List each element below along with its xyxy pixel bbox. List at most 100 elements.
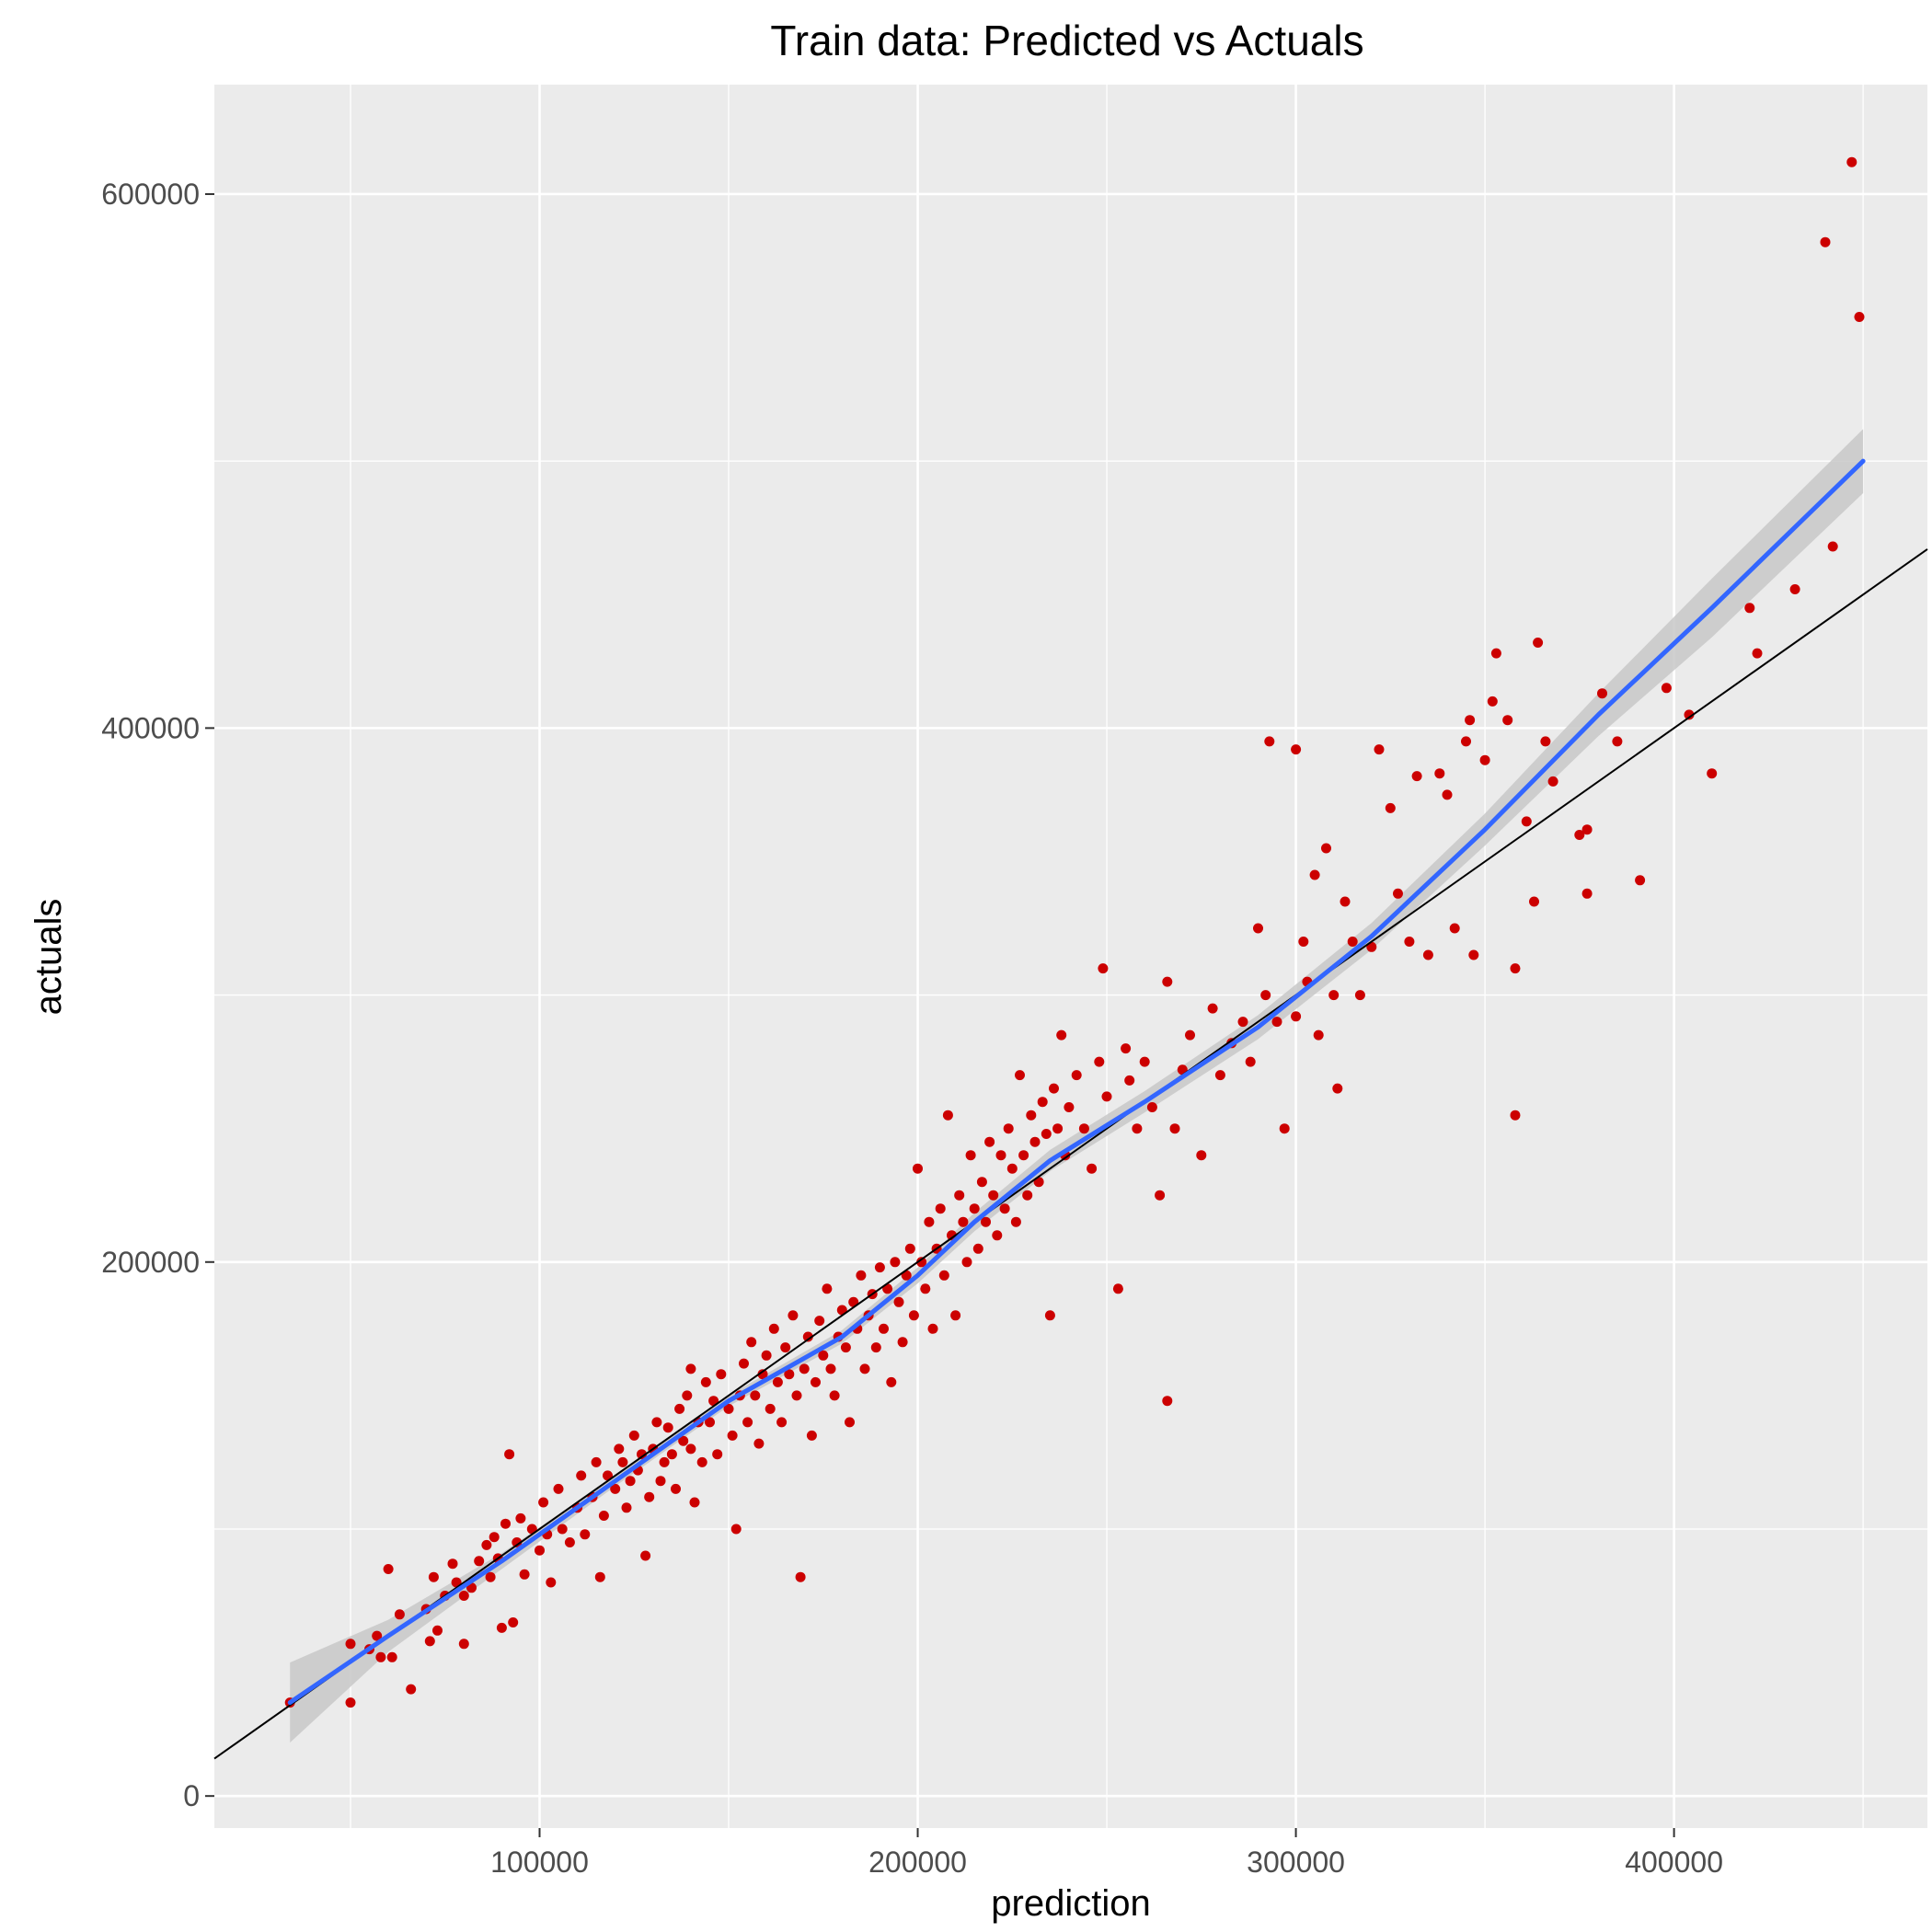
data-point [1169, 1123, 1180, 1134]
data-point [546, 1577, 557, 1588]
data-point [1056, 1029, 1067, 1041]
data-point [712, 1449, 723, 1460]
data-point [1309, 869, 1320, 880]
data-point [685, 1443, 696, 1455]
data-point [916, 1257, 927, 1268]
data-point [666, 1449, 677, 1460]
data-point [1214, 1070, 1225, 1081]
data-point [671, 1483, 681, 1494]
data-point [969, 1203, 980, 1214]
data-point [372, 1630, 383, 1641]
data-point [1132, 1123, 1143, 1134]
data-point [1752, 648, 1763, 659]
data-point [1533, 638, 1544, 648]
data-point [1112, 1283, 1123, 1294]
data-point [1581, 888, 1593, 899]
data-point [1328, 990, 1340, 1001]
data-point [845, 1417, 855, 1428]
data-point [1340, 896, 1351, 907]
data-point [1037, 1097, 1048, 1108]
data-point [1612, 736, 1623, 747]
data-point [1393, 888, 1403, 899]
data-point [535, 1545, 545, 1556]
data-point [1490, 648, 1501, 659]
data-point [1422, 949, 1433, 960]
data-point [591, 1456, 602, 1467]
data-point [628, 1430, 639, 1441]
data-point [1291, 1011, 1302, 1022]
data-point [504, 1449, 515, 1460]
data-point [489, 1532, 500, 1543]
data-point [814, 1316, 825, 1327]
data-point [1502, 715, 1513, 726]
data-point [553, 1483, 564, 1494]
data-point [942, 1110, 953, 1121]
data-point [689, 1497, 700, 1508]
data-point [1094, 1056, 1105, 1067]
y-tick-label: 200000 [101, 1246, 200, 1279]
data-point [1146, 1102, 1157, 1112]
data-point [1207, 1003, 1218, 1014]
data-point [696, 1456, 707, 1467]
data-point [988, 1190, 999, 1201]
data-point [1597, 688, 1607, 699]
data-point [424, 1636, 435, 1647]
data-point [1162, 1396, 1173, 1407]
data-point [1789, 584, 1800, 594]
data-point [1044, 1310, 1055, 1321]
data-point [458, 1591, 469, 1601]
data-point [992, 1230, 1003, 1241]
data-point [1404, 937, 1415, 947]
data-point [1087, 1163, 1098, 1174]
data-point [447, 1558, 458, 1570]
data-point [890, 1257, 901, 1268]
data-point [935, 1203, 946, 1214]
data-point [644, 1491, 655, 1502]
data-point [950, 1310, 961, 1321]
data-point [999, 1203, 1010, 1214]
data-point [811, 1376, 821, 1387]
data-point [1411, 771, 1422, 782]
smooth-line [287, 458, 1866, 1706]
data-point [1124, 1075, 1135, 1086]
data-point [904, 1243, 915, 1254]
data-point [961, 1257, 972, 1268]
data-point [806, 1430, 817, 1441]
data-points [284, 156, 1865, 1708]
data-point [625, 1476, 636, 1487]
data-point [1162, 976, 1173, 987]
data-point [908, 1310, 919, 1321]
x-tick-label: 400000 [1625, 1846, 1723, 1879]
x-tick-label: 200000 [868, 1846, 967, 1879]
data-point [685, 1363, 696, 1374]
data-point [1078, 1123, 1089, 1134]
data-point [859, 1363, 870, 1374]
data-point [1820, 236, 1831, 247]
data-point [1071, 1070, 1082, 1081]
data-point [1064, 1102, 1075, 1112]
data-point [788, 1310, 799, 1321]
data-point [394, 1609, 405, 1620]
data-point [897, 1337, 908, 1348]
data-point [765, 1403, 776, 1414]
data-point [375, 1651, 386, 1662]
data-point [976, 1177, 987, 1188]
data-point [576, 1470, 587, 1481]
data-point [874, 1262, 885, 1273]
data-point [515, 1512, 526, 1524]
data-point [1461, 736, 1471, 747]
data-point [1029, 1136, 1041, 1147]
data-point [598, 1511, 609, 1521]
x-tick-label: 300000 [1247, 1846, 1345, 1879]
data-point [458, 1639, 469, 1650]
data-point [1465, 715, 1476, 726]
data-point [1574, 830, 1585, 840]
data-point [716, 1369, 727, 1380]
data-point [1279, 1123, 1290, 1134]
data-point [1510, 963, 1521, 974]
data-point [651, 1417, 662, 1428]
data-point [1003, 1123, 1014, 1134]
data-point [1052, 1123, 1064, 1134]
data-point [1121, 1043, 1132, 1054]
data-point [829, 1390, 840, 1401]
